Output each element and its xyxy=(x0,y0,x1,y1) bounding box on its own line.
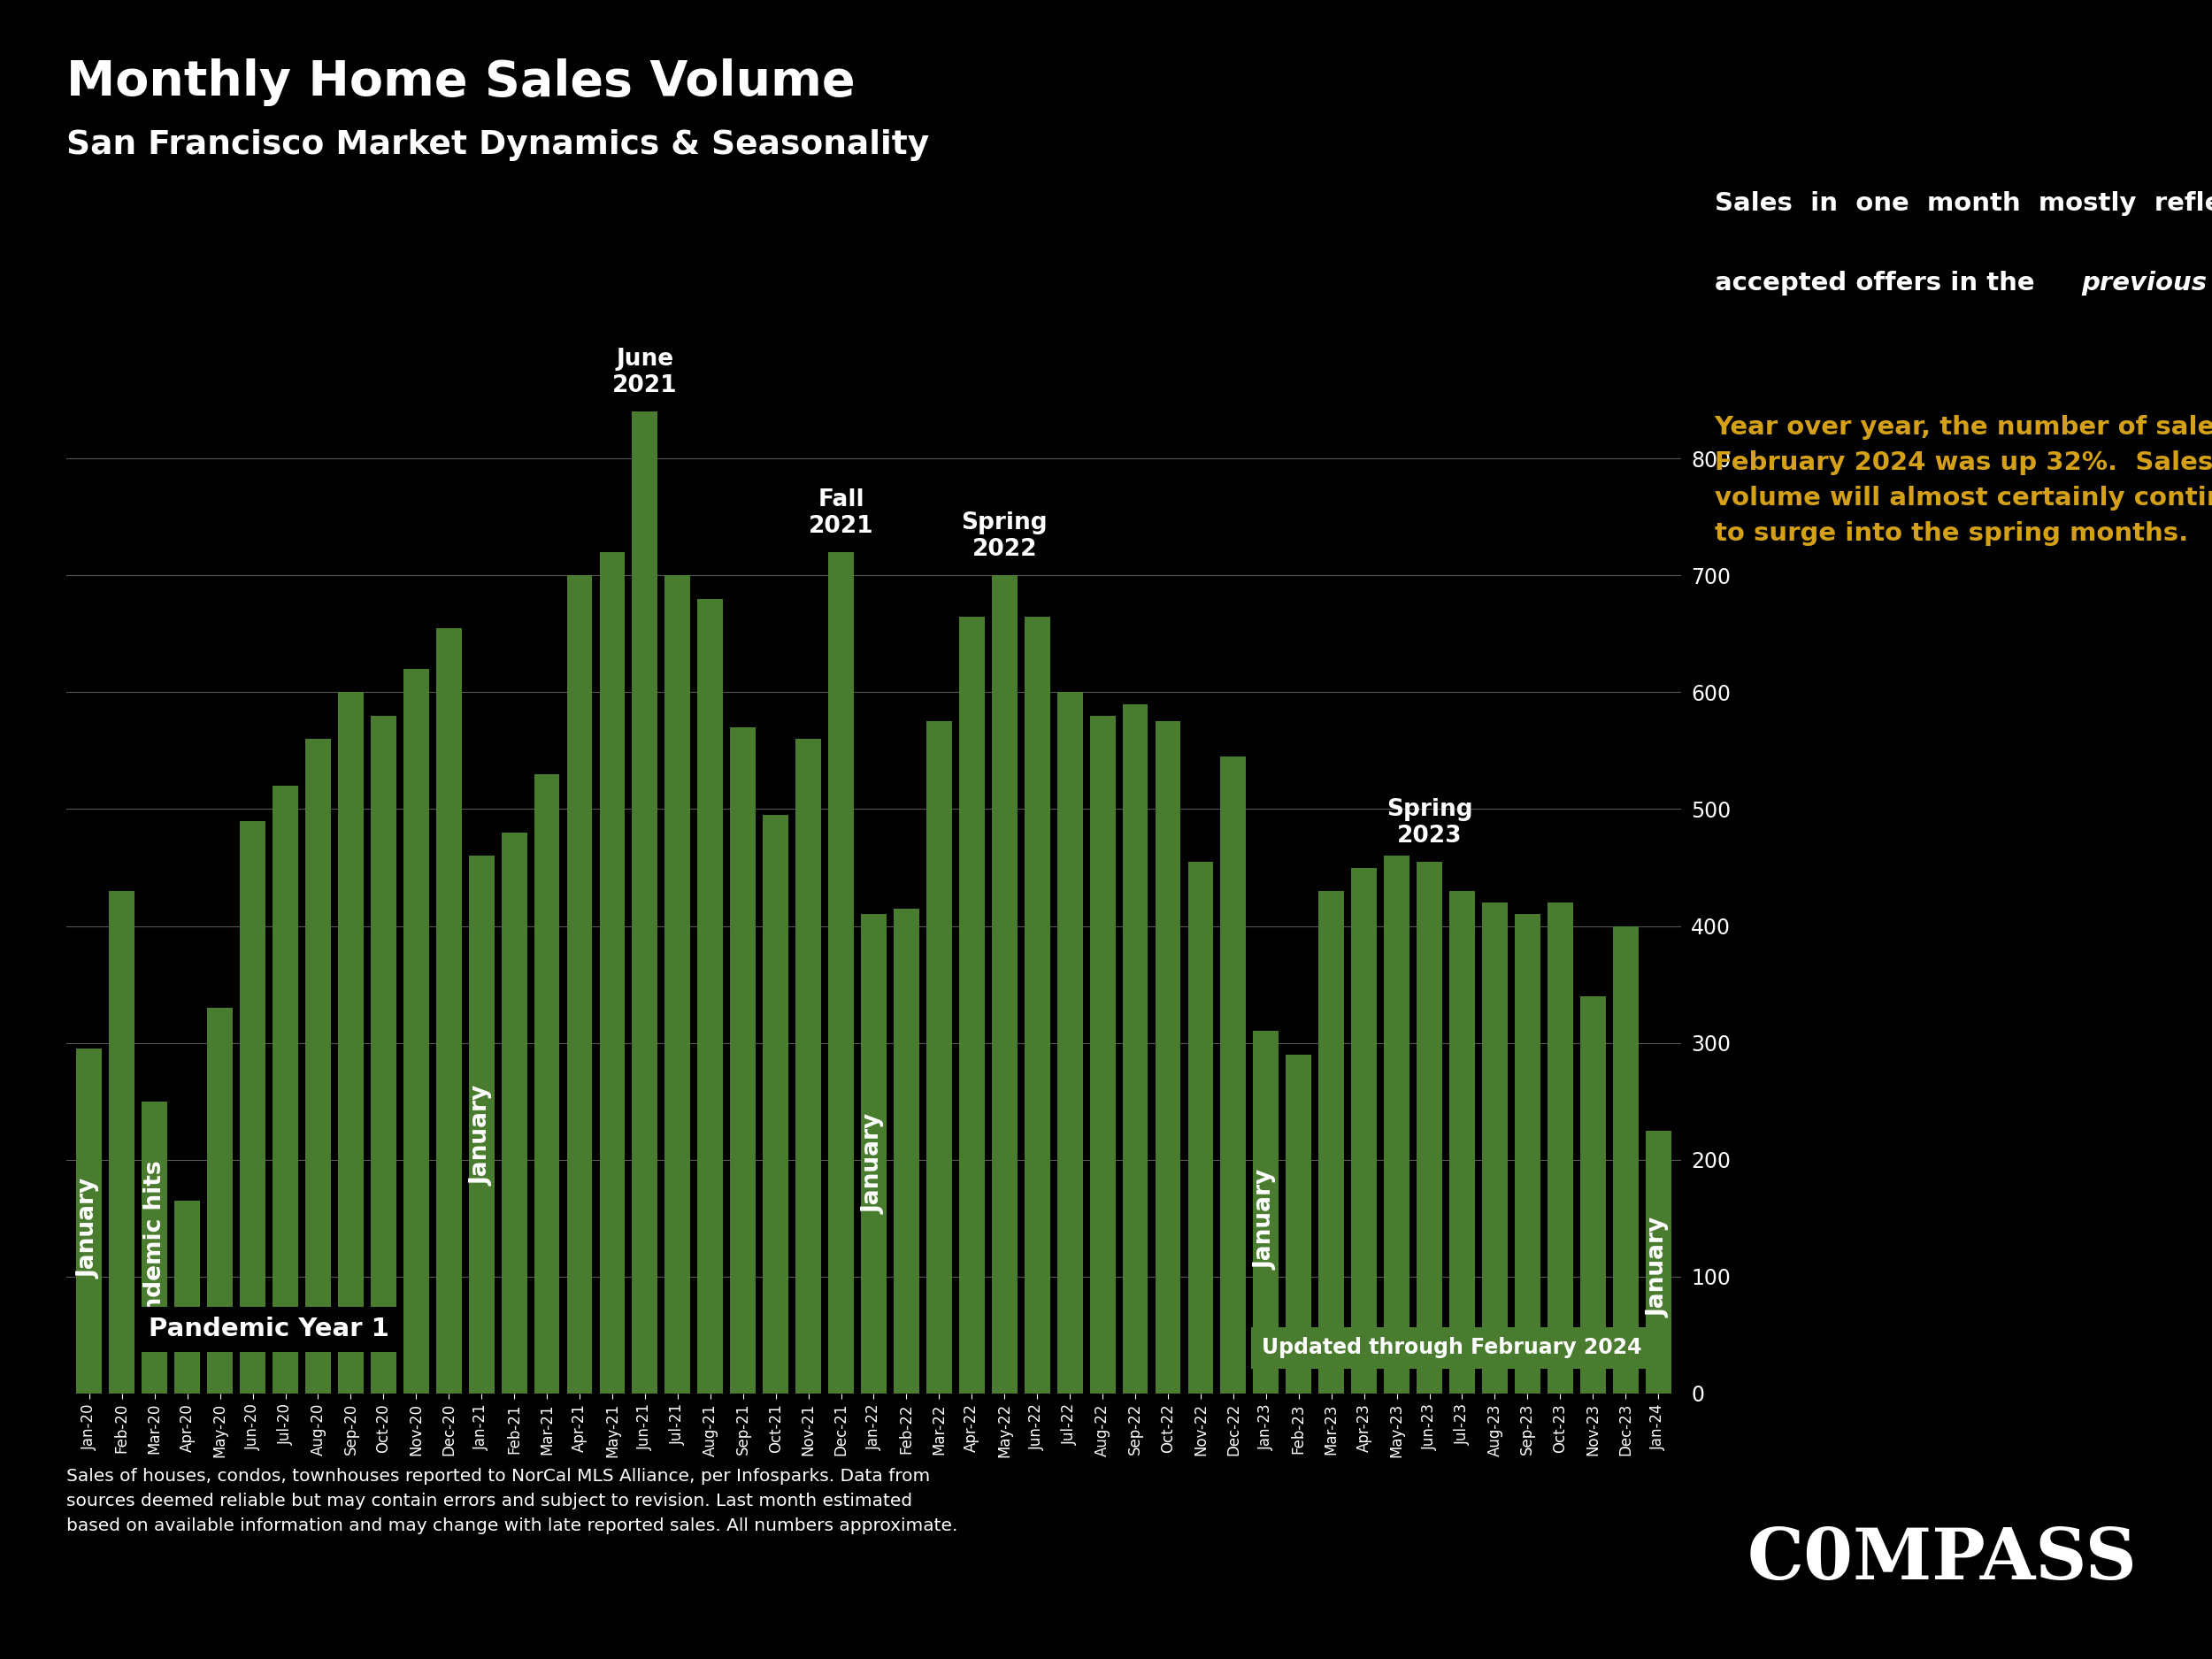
Bar xyxy=(1515,914,1540,1394)
Text: Monthly Home Sales Volume: Monthly Home Sales Volume xyxy=(66,58,856,106)
Bar xyxy=(1155,722,1181,1394)
Bar xyxy=(403,669,429,1394)
Bar xyxy=(860,914,887,1394)
Text: January: January xyxy=(469,1085,493,1186)
Text: C0MPASS: C0MPASS xyxy=(1747,1525,2137,1594)
Bar xyxy=(599,552,626,1394)
Text: Sales of houses, condos, townhouses reported to NorCal MLS Alliance, per Infospa: Sales of houses, condos, townhouses repo… xyxy=(66,1468,958,1535)
Text: Pandemic hits: Pandemic hits xyxy=(144,1161,166,1345)
Text: Year over year, the number of sales in
February 2024 was up 32%.  Sales
volume w: Year over year, the number of sales in F… xyxy=(1714,415,2212,546)
Text: January: January xyxy=(1646,1218,1670,1317)
Text: January: January xyxy=(1254,1170,1279,1269)
Text: Spring
2023: Spring 2023 xyxy=(1387,798,1473,848)
Bar xyxy=(1285,1055,1312,1394)
Bar xyxy=(894,909,920,1394)
Bar xyxy=(1482,902,1509,1394)
Bar xyxy=(77,1048,102,1394)
Text: Spring
2022: Spring 2022 xyxy=(962,511,1048,561)
Bar xyxy=(1057,692,1082,1394)
Bar xyxy=(1221,757,1245,1394)
Bar xyxy=(338,692,363,1394)
Bar xyxy=(1024,615,1051,1394)
Bar xyxy=(208,1007,232,1394)
Bar xyxy=(1352,868,1376,1394)
Bar xyxy=(1091,715,1115,1394)
Text: accepted offers in the: accepted offers in the xyxy=(1714,270,2044,295)
Bar xyxy=(1385,856,1409,1394)
Text: January: January xyxy=(863,1113,885,1214)
Bar xyxy=(372,715,396,1394)
Bar xyxy=(239,821,265,1394)
Bar xyxy=(566,576,593,1394)
Bar xyxy=(796,738,821,1394)
Bar xyxy=(1121,703,1148,1394)
Text: Updated through February 2024: Updated through February 2024 xyxy=(1261,1337,1641,1359)
Bar xyxy=(142,1102,168,1394)
Text: San Francisco Market Dynamics & Seasonality: San Francisco Market Dynamics & Seasonal… xyxy=(66,129,929,161)
Text: January: January xyxy=(77,1178,102,1277)
Bar xyxy=(1613,926,1639,1394)
Bar xyxy=(1188,861,1214,1394)
Bar xyxy=(1579,995,1606,1394)
Bar xyxy=(960,615,984,1394)
Bar xyxy=(175,1201,199,1394)
Bar xyxy=(469,856,493,1394)
Bar xyxy=(1548,902,1573,1394)
Bar xyxy=(1318,891,1345,1394)
Bar xyxy=(633,411,657,1394)
Bar xyxy=(1449,891,1475,1394)
Bar xyxy=(666,576,690,1394)
Text: previous: previous xyxy=(2081,270,2208,295)
Bar xyxy=(827,552,854,1394)
Text: Pandemic Year 1: Pandemic Year 1 xyxy=(148,1317,389,1342)
Bar xyxy=(108,891,135,1394)
Bar xyxy=(502,833,526,1394)
Bar xyxy=(991,576,1018,1394)
Bar xyxy=(697,599,723,1394)
Bar xyxy=(730,727,757,1394)
Bar xyxy=(533,775,560,1394)
Bar xyxy=(272,786,299,1394)
Bar xyxy=(436,629,462,1394)
Bar xyxy=(1646,1130,1670,1394)
Bar xyxy=(1254,1032,1279,1394)
Bar xyxy=(1416,861,1442,1394)
Text: Sales  in  one  month  mostly  reflect: Sales in one month mostly reflect xyxy=(1714,191,2212,216)
Bar xyxy=(763,815,787,1394)
Text: Fall
2021: Fall 2021 xyxy=(807,488,874,538)
Bar xyxy=(927,722,951,1394)
Bar xyxy=(305,738,332,1394)
Text: June
2021: June 2021 xyxy=(613,348,677,398)
